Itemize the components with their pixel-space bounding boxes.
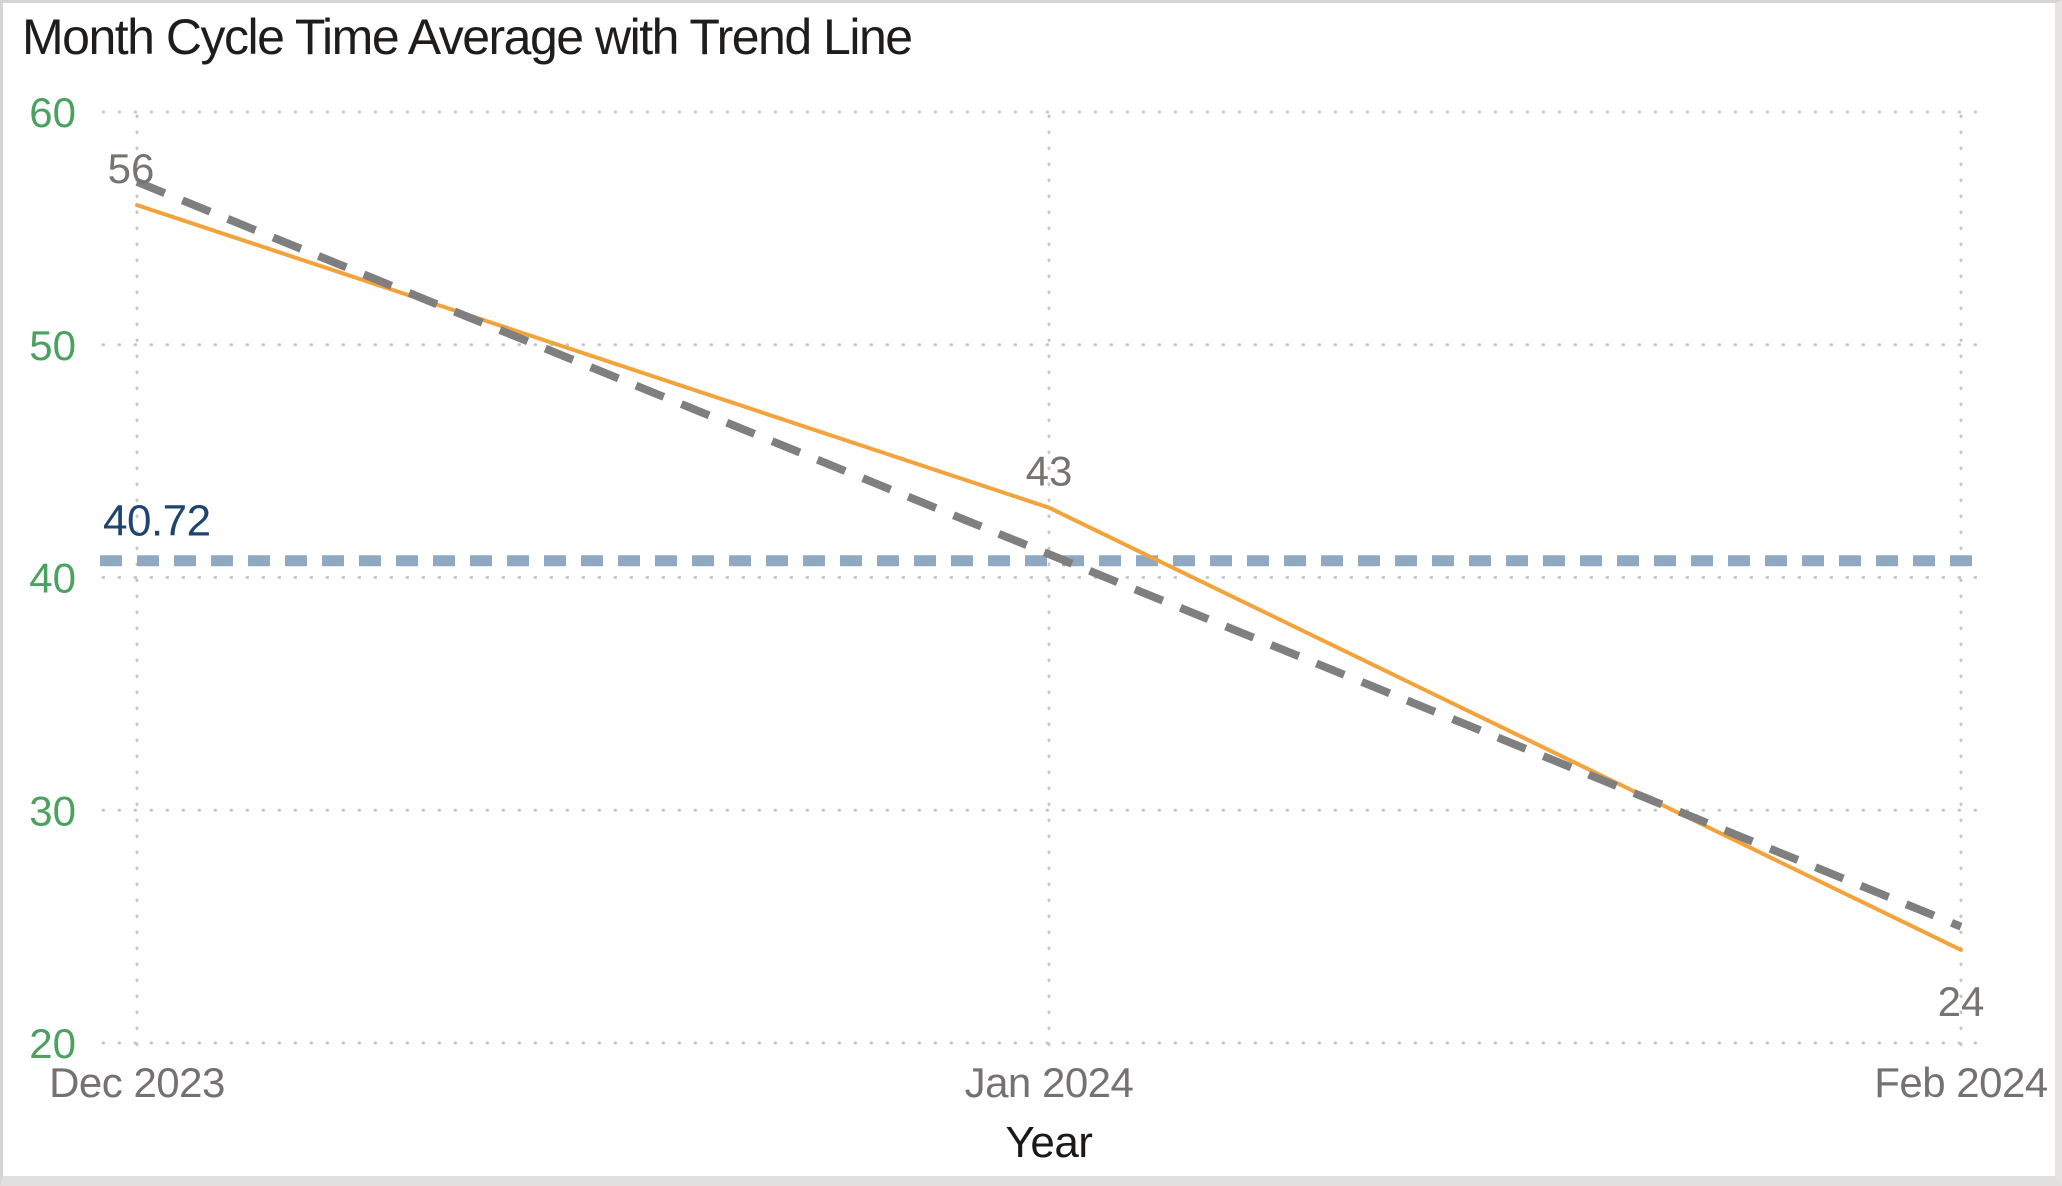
y-axis-tick-label: 40 <box>29 555 76 602</box>
y-axis-tick-label: 60 <box>29 89 76 136</box>
average-line-label: 40.72 <box>103 497 211 546</box>
x-axis-tick-label: Feb 2024 <box>1874 1059 2048 1106</box>
chart-title: Month Cycle Time Average with Trend Line <box>22 9 912 65</box>
data-label: 43 <box>1026 448 1073 495</box>
x-axis-tick-label: Dec 2023 <box>49 1059 225 1106</box>
gridlines-layer: 20 30 40 50 60 Dec 2023 Jan 2024 Feb 2024 <box>29 89 2048 1106</box>
x-axis-title: Year <box>1006 1118 1093 1167</box>
data-label: 24 <box>1938 978 1985 1025</box>
x-axis-tick-label: Jan 2024 <box>965 1059 1134 1106</box>
y-axis-tick-label: 50 <box>29 322 76 369</box>
series-layer <box>135 178 1963 952</box>
average-line-layer: 40.72 <box>100 497 1977 567</box>
data-labels-layer: 56 43 24 <box>108 145 1985 1025</box>
y-axis-tick-label: 20 <box>29 1020 76 1067</box>
y-axis-tick-label: 30 <box>29 787 76 834</box>
trend-line <box>135 178 1963 931</box>
data-label: 56 <box>108 145 155 192</box>
